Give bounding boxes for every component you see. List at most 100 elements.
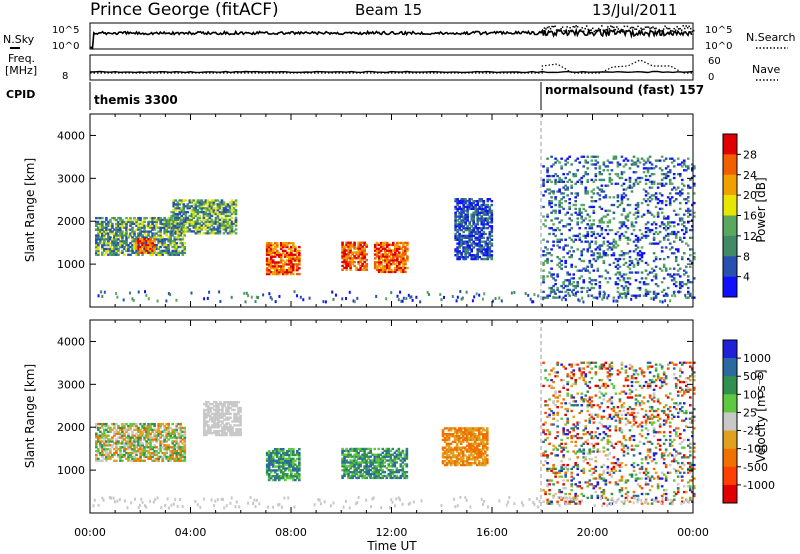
heatmap-cell (578, 207, 582, 211)
heatmap-cell (170, 216, 174, 220)
heatmap-cell (594, 163, 598, 166)
heatmap-cell (466, 240, 469, 243)
heatmap-cell (296, 457, 299, 461)
heatmap-cell (287, 449, 291, 453)
heatmap-cell (145, 436, 148, 439)
heatmap-cell (365, 467, 368, 470)
heatmap-cell (207, 431, 210, 435)
heatmap-cell (269, 457, 273, 461)
heatmap-cell (173, 457, 177, 461)
heatmap-cell (151, 440, 154, 443)
heatmap-cell (375, 465, 379, 468)
heatmap-cell (488, 205, 492, 209)
heatmap-cell (394, 255, 397, 258)
heatmap-cell (167, 245, 170, 249)
heatmap-cell (103, 440, 106, 443)
heatmap-cell (396, 255, 399, 258)
y-tick-label: 4000 (57, 129, 85, 142)
heatmap-cell (409, 295, 412, 299)
heatmap-cell (626, 236, 630, 239)
heatmap-cell (139, 218, 142, 222)
heatmap-cell (229, 424, 232, 427)
heatmap-cell (177, 238, 181, 241)
heatmap-cell (341, 268, 344, 271)
heatmap-cell (498, 296, 501, 300)
heatmap-cell (566, 211, 569, 214)
heatmap-cell (490, 211, 494, 214)
nsearch-dot (572, 25, 574, 28)
heatmap-cell (133, 218, 136, 222)
heatmap-cell (680, 228, 684, 232)
heatmap-cell (486, 203, 490, 207)
heatmap-cell (580, 286, 584, 290)
heatmap-cell (456, 215, 459, 218)
heatmap-cell (363, 457, 366, 460)
heatmap-cell (216, 226, 220, 229)
heatmap-cell (171, 234, 175, 237)
heatmap-cell (490, 230, 494, 234)
heatmap-cell (353, 453, 356, 456)
heatmap-cell (608, 176, 612, 180)
heatmap-cell (586, 234, 590, 238)
heatmap-cell (359, 470, 362, 474)
heatmap-cell (550, 199, 553, 203)
heatmap-cell (396, 264, 399, 268)
heatmap-cell (269, 475, 273, 478)
heatmap-cell (456, 252, 459, 255)
heatmap-cell (570, 254, 573, 257)
heatmap-cell (190, 199, 194, 202)
heatmap-cell (273, 255, 277, 258)
heatmap-cell (654, 165, 658, 168)
heatmap-cell (676, 192, 680, 195)
heatmap-cell (343, 260, 346, 264)
heatmap-cell (347, 470, 350, 474)
heatmap-cell (666, 238, 670, 241)
heatmap-cell (109, 238, 112, 241)
heatmap-cell (580, 180, 584, 184)
heatmap-cell (198, 216, 202, 220)
heatmap-cell (361, 245, 364, 248)
heatmap-cell (203, 422, 206, 425)
heatmap-cell (177, 457, 181, 461)
heatmap-cell (556, 275, 559, 278)
nsearch-dot (560, 28, 562, 30)
heatmap-cell (107, 243, 110, 247)
heatmap-cell (606, 254, 610, 257)
heatmap-cell (552, 273, 555, 276)
heatmap-cell (101, 426, 104, 430)
heatmap-cell (275, 261, 279, 264)
heatmap-cell (674, 284, 678, 288)
heatmap-cell (101, 224, 104, 227)
heatmap-cell (638, 161, 642, 164)
heatmap-cell (127, 457, 130, 461)
heatmap-cell (345, 469, 348, 472)
nsearch-dot (555, 29, 558, 31)
heatmap-cell (642, 213, 646, 216)
heatmap-cell (155, 459, 158, 462)
heatmap-cell (218, 290, 221, 294)
heatmap-cell (404, 247, 407, 250)
heatmap-cell (606, 213, 610, 216)
heatmap-cell (478, 244, 482, 247)
heatmap-cell (570, 219, 573, 222)
heatmap-cell (484, 213, 488, 216)
heatmap-cell (381, 463, 385, 466)
heatmap-cell (105, 224, 108, 227)
heatmap-cell (634, 257, 638, 261)
heatmap-cell (182, 207, 186, 210)
heatmap-cell (292, 242, 295, 245)
heatmap-cell (678, 236, 682, 239)
nsearch-dot (631, 26, 633, 29)
heatmap-cell (123, 426, 126, 430)
heatmap-cell (298, 463, 301, 466)
heatmap-cell (179, 449, 183, 453)
heatmap-cell (121, 455, 124, 459)
heatmap-cell (225, 416, 228, 419)
heatmap-cell (115, 226, 118, 229)
heatmap-cell (205, 404, 208, 408)
heatmap-cell (562, 255, 565, 259)
heatmap-cell (178, 224, 182, 227)
heatmap-cell (223, 430, 226, 433)
heatmap-cell (281, 455, 285, 459)
heatmap-cell (570, 238, 573, 241)
